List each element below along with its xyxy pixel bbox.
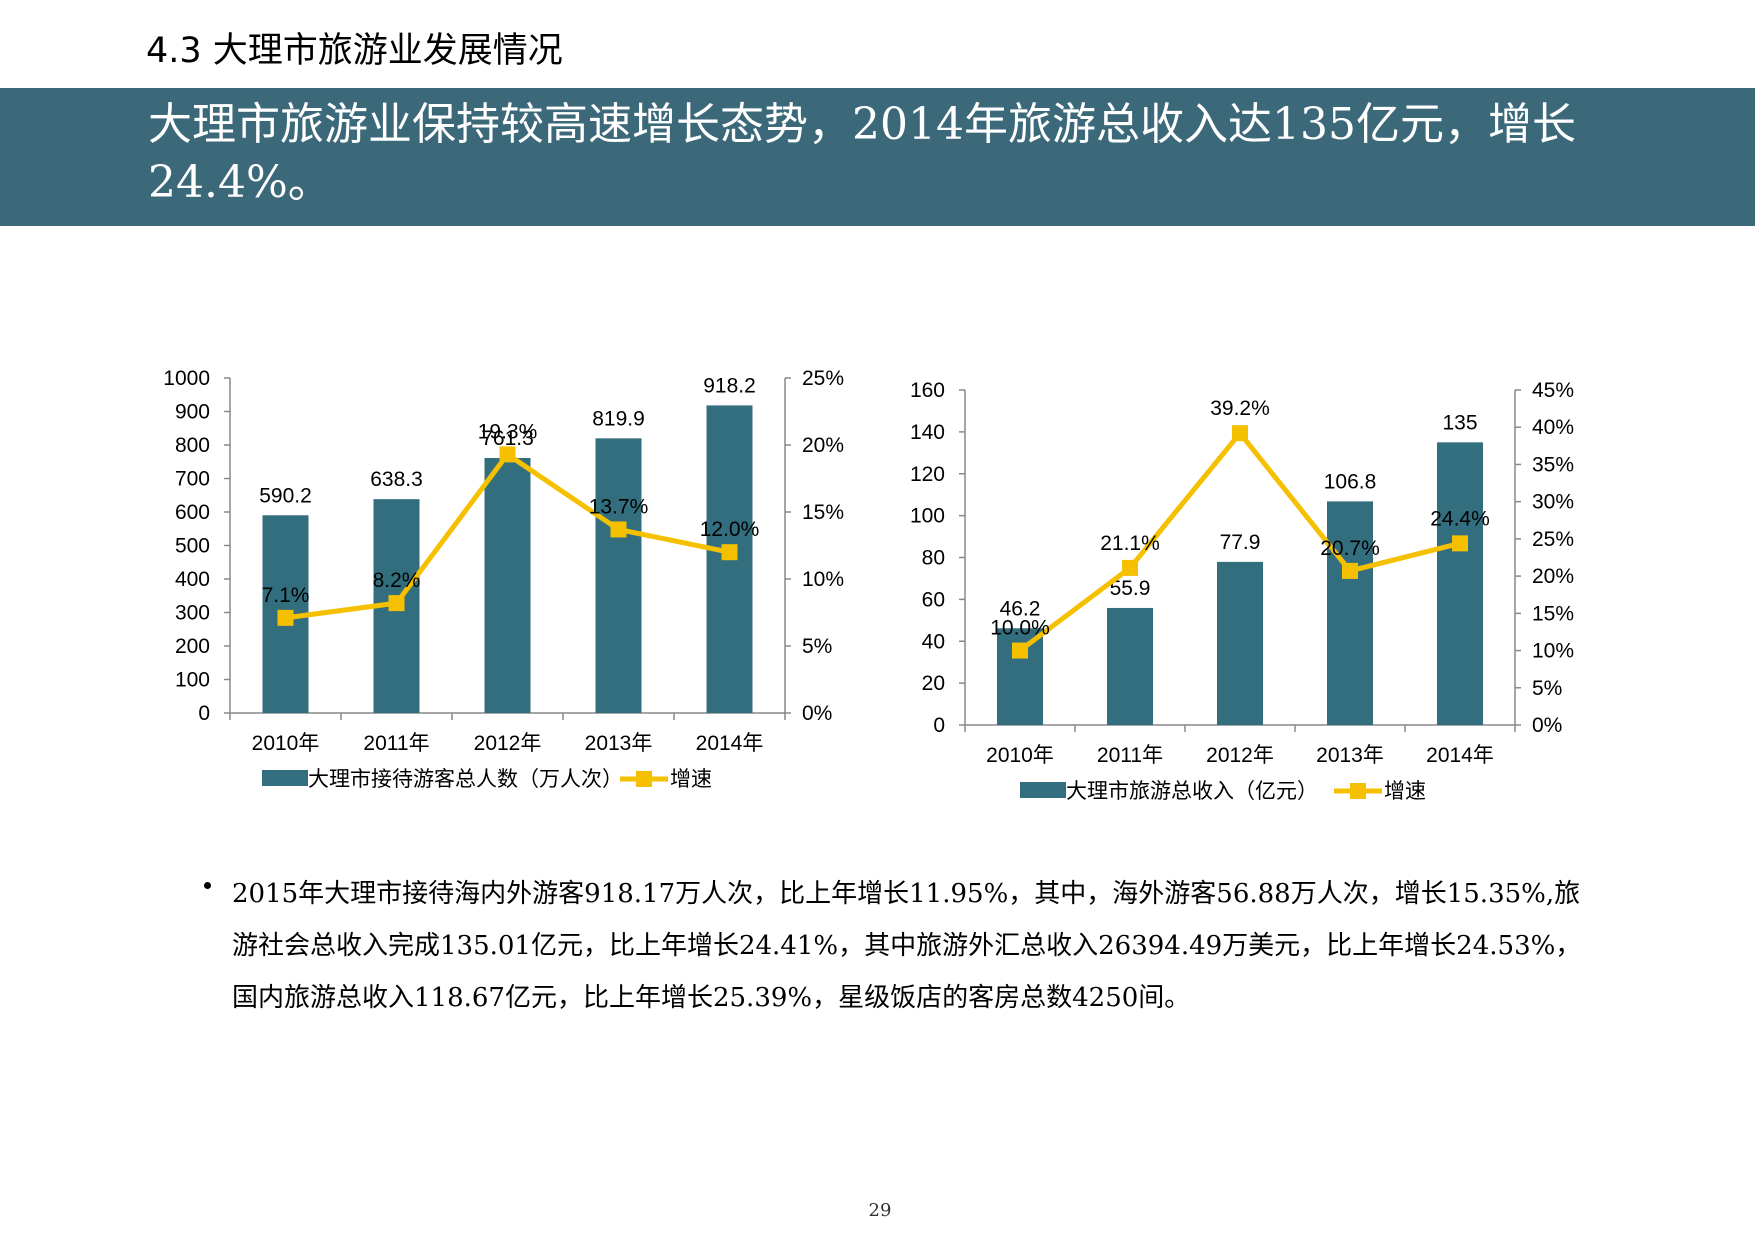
y-tick-label-left: 800 xyxy=(175,434,210,457)
bar-value-label: 590.2 xyxy=(259,484,312,507)
x-tick-label: 2013年 xyxy=(585,732,653,755)
y-tick-label-right: 10% xyxy=(802,568,844,591)
bullet-dot xyxy=(204,882,211,889)
y-tick-label-right: 5% xyxy=(802,635,832,658)
bar-value-label: 761.3 xyxy=(481,427,534,450)
growth-value-label: 8.2% xyxy=(373,569,421,592)
y-tick-label-right: 20% xyxy=(802,434,844,457)
growth-value-label: 12.0% xyxy=(700,518,760,541)
growth-value-label: 19.3% xyxy=(478,420,538,443)
x-tick-label: 2011年 xyxy=(363,732,429,755)
growth-point xyxy=(610,521,627,538)
y-tick-label-left: 400 xyxy=(175,568,210,591)
bar-value-label: 819.9 xyxy=(592,407,645,430)
legend-line-marker xyxy=(636,771,652,787)
bar-value-label: 918.2 xyxy=(703,374,756,397)
bullet-text: 2015年大理市接待海内外游客918.17万人次，比上年增长11.95%，其中，… xyxy=(232,879,1582,1013)
growth-value-label: 13.7% xyxy=(589,495,649,518)
legend-line-label: 增速 xyxy=(670,767,712,791)
y-tick-label-left: 200 xyxy=(175,635,210,658)
growth-point xyxy=(277,609,294,626)
legend-bar-swatch xyxy=(262,770,308,786)
y-tick-label-left: 1000 xyxy=(163,367,210,390)
legend-bar-label: 大理市接待游客总人数（万人次） xyxy=(308,767,623,791)
bar-value-label: 638.3 xyxy=(370,468,423,491)
bar xyxy=(595,438,642,713)
y-tick-label-left: 700 xyxy=(175,468,210,491)
bar xyxy=(484,457,531,713)
headline: 大理市旅游业保持较高速增长态势，2014年旅游总收入达135亿元，增长24.4%… xyxy=(148,99,1576,208)
section-title: 4.3 大理市旅游业发展情况 xyxy=(146,31,563,71)
x-tick-label: 2010年 xyxy=(252,732,320,755)
growth-value-label: 7.1% xyxy=(262,584,310,607)
x-tick-label: 2014年 xyxy=(696,732,764,755)
headline-banner: 大理市旅游业保持较高速增长态势，2014年旅游总收入达135亿元，增长24.4%… xyxy=(0,88,1755,226)
growth-point xyxy=(388,595,405,612)
y-tick-label-left: 500 xyxy=(175,535,210,558)
page-number: 29 xyxy=(868,1200,892,1221)
y-tick-label-right: 0% xyxy=(802,702,832,725)
growth-point xyxy=(499,446,516,463)
growth-point xyxy=(721,544,738,561)
y-tick-label-left: 100 xyxy=(175,669,210,692)
x-tick-label: 2012年 xyxy=(474,732,542,755)
y-tick-label-left: 600 xyxy=(175,501,210,524)
y-tick-label-left: 300 xyxy=(175,602,210,625)
y-tick-label-right: 25% xyxy=(802,367,844,390)
y-tick-label-right: 15% xyxy=(802,501,844,524)
y-tick-label-left: 0 xyxy=(198,702,210,725)
y-tick-label-left: 900 xyxy=(175,401,210,424)
